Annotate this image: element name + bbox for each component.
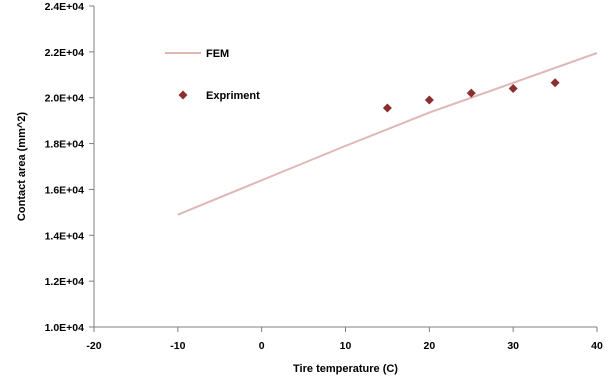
y-tick-label: 1.8E+04 — [45, 139, 85, 151]
fem-series-line — [177, 52, 598, 216]
expriment-data-point — [382, 103, 392, 113]
expriment-data-point — [508, 84, 518, 94]
y-tick-label: 2.4E+04 — [45, 1, 85, 13]
x-tick-label: 10 — [340, 340, 352, 352]
x-tick-label: 0 — [259, 340, 265, 352]
x-tick-label: -10 — [170, 340, 185, 352]
y-tick-label: 1.6E+04 — [45, 184, 85, 196]
legend-expriment-label: Expriment — [206, 90, 260, 102]
axes — [93, 6, 597, 328]
expriment-data-point — [550, 78, 560, 88]
y-tick-label: 1.4E+04 — [45, 230, 85, 242]
expriment-data-point — [424, 95, 434, 105]
y-tick-label: 2.0E+04 — [45, 93, 85, 105]
y-axis-ticks: 1.0E+04 1.2E+04 1.4E+04 1.6E+04 1.8E+04 2.0E+… — [45, 1, 94, 334]
x-axis-title: Tire temperature (C) — [293, 363, 398, 375]
expriment-data-point — [466, 88, 476, 98]
legend-fem-label: FEM — [206, 48, 229, 60]
x-tick-label: 40 — [591, 340, 603, 352]
y-tick-label: 2.2E+04 — [45, 47, 85, 59]
x-tick-label: 30 — [507, 340, 519, 352]
legend: FEM Expriment — [165, 48, 260, 102]
x-tick-label: -20 — [86, 340, 101, 352]
legend-expriment-diamond-icon — [178, 90, 188, 100]
y-axis-title: Contact area (mm^2) — [16, 112, 28, 221]
x-axis-ticks: -20 -10 0 10 20 30 40 — [86, 327, 603, 352]
plot-area — [177, 52, 598, 216]
y-tick-label: 1.0E+04 — [45, 322, 85, 334]
y-tick-label: 1.2E+04 — [45, 276, 85, 288]
x-tick-label: 20 — [423, 340, 435, 352]
